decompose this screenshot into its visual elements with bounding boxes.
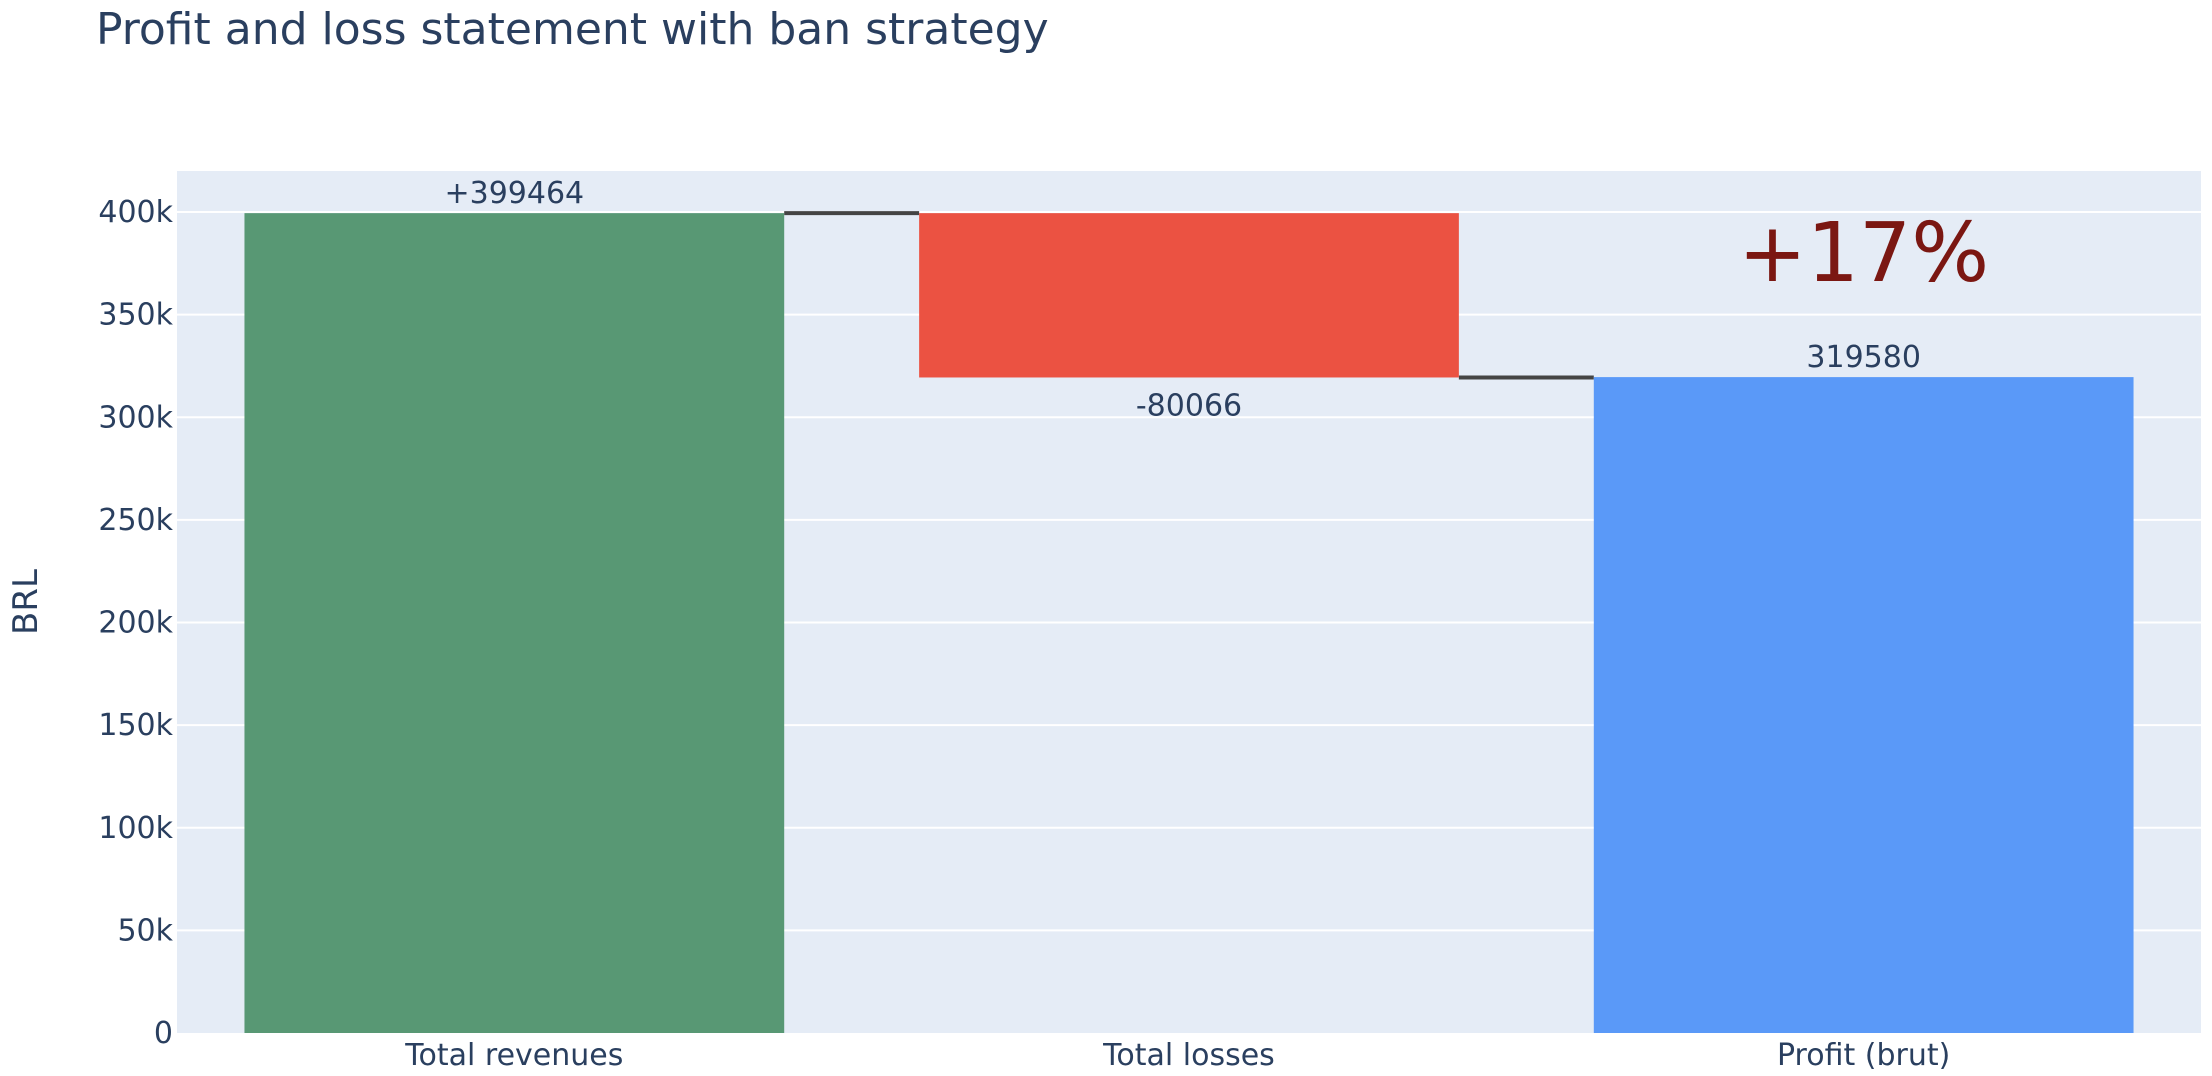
x-tick-label: Total revenues — [404, 1038, 623, 1073]
annotations: +17% — [1738, 206, 1989, 301]
data-label: -80066 — [1136, 388, 1242, 423]
bar — [1593, 377, 2134, 1033]
bar — [244, 213, 785, 1033]
y-tick-label: 250k — [98, 503, 173, 538]
y-tick-label: 400k — [98, 195, 173, 230]
data-label: +399464 — [444, 176, 584, 211]
data-labels: +399464 -80066 319580 — [444, 176, 1920, 423]
data-label: 319580 — [1806, 340, 1921, 375]
chart-title: Profit and loss statement with ban strat… — [96, 4, 1049, 55]
x-tick-label: Profit (brut) — [1777, 1038, 1950, 1073]
x-tick-label: Total losses — [1102, 1038, 1275, 1073]
y-tick-label: 300k — [98, 400, 173, 435]
y-tick-label: 350k — [98, 298, 173, 333]
y-tick-label: 50k — [117, 913, 173, 948]
y-tick-label: 100k — [98, 811, 173, 846]
bar — [919, 213, 1459, 378]
y-axis-title: BRL — [6, 569, 46, 635]
x-tick-labels: Total revenues Total losses Profit (brut) — [404, 1038, 1950, 1073]
connectors — [784, 211, 1594, 380]
y-tick-label: 200k — [98, 606, 173, 641]
annotation-label: +17% — [1738, 206, 1989, 301]
y-tick-label: 0 — [154, 1016, 173, 1051]
y-tick-label: 150k — [98, 708, 173, 743]
bars — [244, 213, 2134, 1033]
y-tick-labels: 0 50k 100k 150k 200k 250k 300k 350k 400k — [98, 195, 173, 1051]
